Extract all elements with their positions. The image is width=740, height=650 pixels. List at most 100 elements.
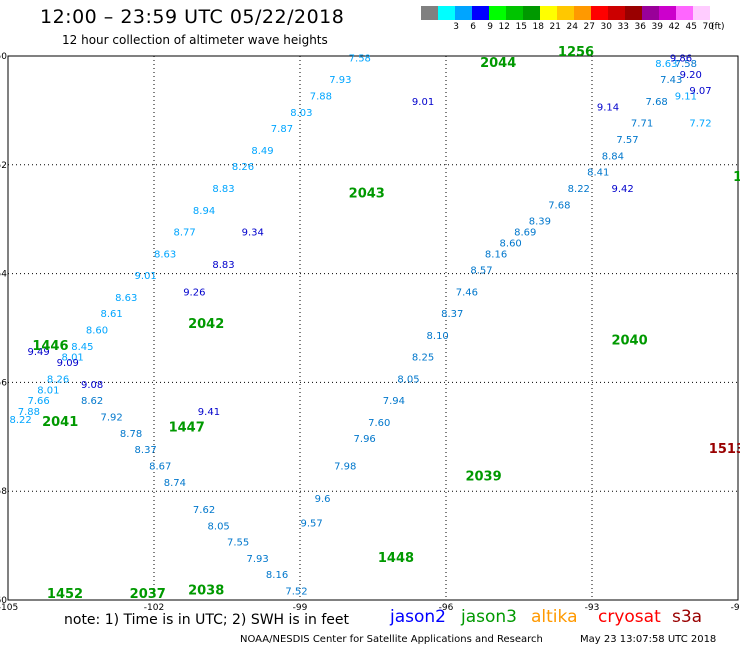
scale-swatch xyxy=(489,6,506,20)
wave-height-value: 7.52 xyxy=(285,587,307,598)
wave-height-value: 8.26 xyxy=(47,374,69,385)
wave-height-value: 7.68 xyxy=(646,97,668,108)
timestamp: May 23 13:07:58 UTC 2018 xyxy=(580,634,717,645)
wave-height-value: 9.01 xyxy=(135,271,157,282)
wave-height-value: 8.10 xyxy=(427,331,449,342)
scale-swatch xyxy=(591,6,608,20)
wave-height-value: 8.60 xyxy=(86,325,108,336)
y-tick-label: -54 xyxy=(0,270,7,280)
wave-height-value: 7.88 xyxy=(310,92,332,103)
pass-time-label: 2044 xyxy=(480,56,516,71)
wave-height-value: 8.77 xyxy=(173,228,195,239)
scale-swatch xyxy=(523,6,540,20)
footer-note: note: 1) Time is in UTC; 2) SWH is in fe… xyxy=(64,612,350,628)
pass-time-label: 1 xyxy=(733,170,740,185)
wave-height-value: 8.39 xyxy=(529,217,551,228)
scale-swatch xyxy=(557,6,574,20)
x-tick-label: -99 xyxy=(293,603,308,613)
wave-height-value: 8.78 xyxy=(120,429,142,440)
x-tick-label: -90 xyxy=(731,603,740,613)
wave-height-value: 7.60 xyxy=(368,418,390,429)
scale-swatch xyxy=(659,6,676,20)
wave-height-value: 9.41 xyxy=(198,407,220,418)
wave-height-value: 7.55 xyxy=(227,538,249,549)
wave-height-value: 7.93 xyxy=(329,75,351,86)
plot-frame xyxy=(7,55,739,601)
legend-cryosat: cryosat xyxy=(598,607,661,627)
wave-height-value: 8.83 xyxy=(212,184,234,195)
wave-height-value: 8.67 xyxy=(149,461,171,472)
pass-time-label: 2039 xyxy=(465,469,501,484)
scale-swatch xyxy=(625,6,642,20)
chart-title: 12:00 – 23:59 UTC 05/22/2018 xyxy=(40,6,345,28)
wave-height-value: 8.57 xyxy=(470,266,492,277)
pass-time-label: 1446 xyxy=(32,339,68,354)
scale-tick-label: 12 xyxy=(498,22,510,32)
wave-height-value: 8.16 xyxy=(485,249,507,260)
wave-height-value: 7.72 xyxy=(689,119,711,130)
scale-tick-label: 36 xyxy=(634,22,646,32)
wave-height-value: 8.01 xyxy=(37,385,59,396)
wave-height-value: 7.43 xyxy=(660,75,682,86)
scale-tick-label: 39 xyxy=(651,22,663,32)
pass-time-label: 2043 xyxy=(349,186,385,201)
wave-height-value: 9.26 xyxy=(183,287,205,298)
wave-height-value: 9.34 xyxy=(242,228,264,239)
pass-time-label: 2042 xyxy=(188,317,224,332)
wave-height-value: 8.37 xyxy=(441,309,463,320)
scale-tick-label: 3 xyxy=(453,22,459,32)
pass-time-label: 2041 xyxy=(42,415,78,430)
legend-jason3: jason3 xyxy=(461,607,517,627)
wave-height-values: 9.57 9.6 7.98 7.96 7.60 7.94 8.05 8.25 8.10 8.37 7… xyxy=(9,53,711,597)
wave-height-value: 8.61 xyxy=(100,309,122,320)
wave-height-value: 8.62 xyxy=(81,396,103,407)
scale-tick-label: 33 xyxy=(617,22,629,32)
scale-swatch xyxy=(642,6,659,20)
wave-height-value: 8.25 xyxy=(412,353,434,364)
wave-height-value: 9.49 xyxy=(27,347,49,358)
scale-tick-label: 6 xyxy=(470,22,476,32)
y-tick-label: -60 xyxy=(0,596,7,606)
pass-time-label: 2040 xyxy=(611,333,647,348)
wave-height-value: 7.66 xyxy=(27,396,49,407)
wave-height-value: 7.94 xyxy=(383,396,405,407)
wave-height-value: 8.03 xyxy=(290,108,312,119)
wave-height-value: 8.74 xyxy=(164,478,186,489)
grid-lines xyxy=(7,55,739,601)
y-tick-label: -52 xyxy=(0,161,7,171)
y-tick-label: -50 xyxy=(0,52,7,62)
wave-height-value: 8.41 xyxy=(587,168,609,179)
x-tick-label: -102 xyxy=(144,603,164,613)
wave-height-value: 9.6 xyxy=(315,494,331,505)
scale-swatch xyxy=(574,6,591,20)
credit-line: NOAA/NESDIS Center for Satellite Applica… xyxy=(240,634,543,645)
scale-swatch xyxy=(693,6,710,20)
scale-tick-label: 21 xyxy=(549,22,561,32)
scale-swatch xyxy=(608,6,625,20)
legend-jason2: jason2 xyxy=(390,607,446,627)
wave-height-value: 9.42 xyxy=(611,184,633,195)
pass-time-label: 1452 xyxy=(47,587,83,602)
wave-height-value: 7.93 xyxy=(246,554,268,565)
pass-time-label: 1447 xyxy=(169,420,205,435)
wave-height-value: 9.09 xyxy=(57,358,79,369)
wave-height-value: 9.14 xyxy=(597,102,619,113)
wave-height-value: 8.63 xyxy=(655,59,677,70)
legend-s3a: s3a xyxy=(672,607,703,627)
x-tick-label: -105 xyxy=(0,603,18,613)
wave-height-value: 7.92 xyxy=(100,412,122,423)
wave-height-value: 7.98 xyxy=(334,461,356,472)
wave-height-value: 7.46 xyxy=(456,287,478,298)
scale-tick-label: 45 xyxy=(685,22,697,32)
scale-swatch xyxy=(421,6,438,20)
scale-unit-label: (ft) xyxy=(711,22,725,32)
scale-swatch xyxy=(438,6,455,20)
wave-height-value: 8.37 xyxy=(135,445,157,456)
axis-tick-labels: -105 -102 -99 -96 -93 -90 -50 -52 -54 -56 -58 -60 xyxy=(0,52,740,613)
pass-time-label: 2038 xyxy=(188,584,224,599)
wave-height-value: 8.22 xyxy=(568,184,590,195)
scale-tick-label: 15 xyxy=(515,22,527,32)
wave-height-value: 7.68 xyxy=(548,200,570,211)
wave-height-value: 9.86 xyxy=(670,53,692,64)
wave-height-value: 7.87 xyxy=(271,124,293,135)
